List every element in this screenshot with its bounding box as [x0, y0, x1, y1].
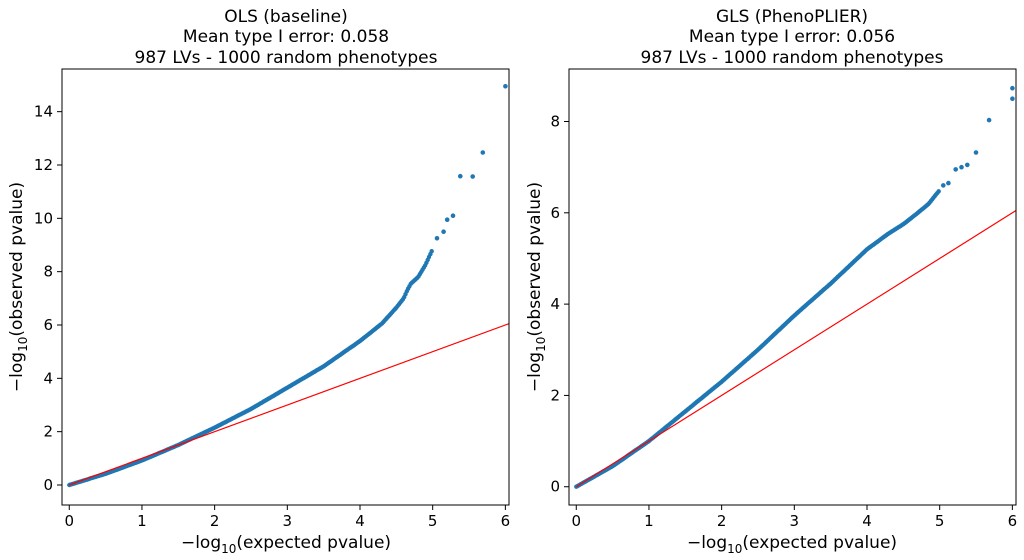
- ols-x-tick-label: 2: [210, 512, 220, 530]
- ols-plot-area: [67, 84, 510, 488]
- ols-y-tick-label: 12: [34, 156, 53, 174]
- gls-x-axis-label: −log10(expected pvalue): [687, 533, 897, 556]
- ols-axes-frame: [61, 68, 510, 506]
- ols-title-line-2: Mean type I error: 0.058: [183, 27, 389, 47]
- gls-x-tick-label: 6: [1008, 512, 1018, 530]
- ols-x-tick-label: 5: [428, 512, 438, 530]
- ols-qq-tail-point: [480, 150, 486, 155]
- ols-qq-point: [429, 249, 434, 254]
- ols-y-tick-label: 0: [43, 476, 53, 494]
- gls-qq-tail-point: [965, 162, 970, 168]
- ols-y-tick-label: 4: [43, 369, 53, 387]
- gls-qq-tail-point: [1010, 96, 1015, 101]
- gls-panel: GLS (PhenoPLIER) Mean type I error: 0.05…: [525, 7, 1017, 556]
- ols-qq-tail-point: [458, 173, 463, 179]
- ols-qq-tail-point: [503, 84, 508, 89]
- gls-y-tick-label: 6: [550, 204, 560, 222]
- ols-y-tick-label: 8: [43, 263, 53, 281]
- ols-title-line-1: OLS (baseline): [224, 7, 348, 27]
- gls-expected-line: [575, 210, 1017, 488]
- ols-x-tick-label: 4: [355, 512, 365, 530]
- gls-qq-tail-point: [1010, 85, 1015, 91]
- gls-qq-tail-point: [973, 150, 979, 155]
- gls-x-tick-label: 2: [717, 512, 727, 530]
- ols-x-tick-label: 3: [283, 512, 293, 530]
- gls-x-tick-label: 0: [571, 512, 581, 530]
- ols-y-tick-label: 14: [34, 103, 53, 121]
- gls-y-tick-label: 2: [550, 386, 560, 404]
- gls-axes-frame: [568, 68, 1017, 506]
- ols-qq-tail-point: [444, 217, 450, 222]
- ols-panel: OLS (baseline) Mean type I error: 0.058 …: [7, 7, 510, 556]
- ols-qq-tail-point: [470, 174, 476, 179]
- ols-y-tick-label: 10: [34, 209, 53, 227]
- ols-title-line-3: 987 LVs - 1000 random phenotypes: [135, 48, 438, 68]
- ols-qq-tail-point: [441, 229, 446, 234]
- gls-qq-point: [936, 189, 941, 194]
- ols-expected-line: [69, 323, 510, 486]
- gls-x-tick-label: 1: [644, 512, 654, 530]
- gls-qq-tail-point: [953, 167, 958, 172]
- gls-y-tick-label: 8: [550, 113, 560, 131]
- gls-title-line-1: GLS (PhenoPLIER): [716, 7, 868, 27]
- gls-y-tick-label: 4: [550, 295, 560, 313]
- gls-title-line-2: Mean type I error: 0.056: [689, 27, 895, 47]
- gls-plot-area: [574, 85, 1017, 489]
- ols-qq-tail-point: [434, 236, 440, 241]
- gls-y-axis-label: −log10(observed pvalue): [525, 182, 548, 392]
- ols-x-tick-label: 1: [137, 512, 147, 530]
- gls-qq-tail-point: [959, 164, 964, 170]
- gls-x-tick-label: 4: [862, 512, 872, 530]
- gls-qq-tail-point: [946, 180, 951, 186]
- ols-x-tick-label: 6: [501, 512, 511, 530]
- ols-qq-tail-point: [450, 213, 456, 218]
- gls-x-tick-label: 3: [790, 512, 800, 530]
- gls-x-tick-label: 5: [935, 512, 945, 530]
- ols-x-axis-label: −log10(expected pvalue): [181, 533, 391, 556]
- gls-y-tick-label: 0: [550, 478, 560, 496]
- ols-y-axis-label: −log10(observed pvalue): [7, 182, 30, 392]
- gls-title-line-3: 987 LVs - 1000 random phenotypes: [641, 48, 944, 68]
- ols-x-tick-label: 0: [64, 512, 74, 530]
- ols-y-tick-label: 6: [43, 316, 53, 334]
- ols-y-tick-label: 2: [43, 423, 53, 441]
- gls-qq-tail-point: [986, 117, 992, 123]
- gls-qq-tail-point: [941, 183, 946, 188]
